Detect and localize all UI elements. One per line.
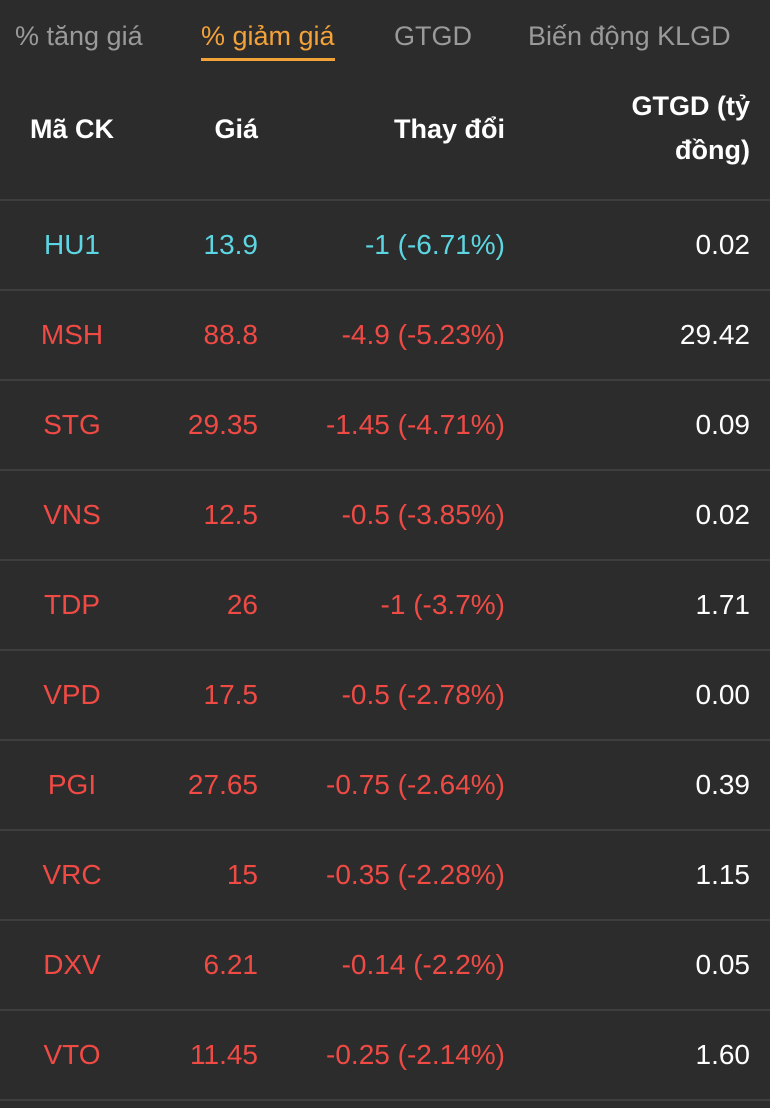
cell-change: -0.5 (-2.78%): [341, 679, 505, 710]
cell-price: 88.8: [203, 319, 259, 350]
cell-change: -4.9 (-5.23%): [341, 319, 505, 350]
divider: [0, 1009, 770, 1011]
divider: [0, 469, 770, 471]
tab[interactable]: GTGD: [394, 21, 472, 51]
cell-symbol[interactable]: STG: [43, 409, 101, 440]
cell-price: 29.35: [187, 409, 258, 440]
cell-price: 26: [226, 589, 258, 620]
cell-change: -1 (-6.71%): [364, 229, 505, 260]
cell-value: 29.42: [679, 319, 750, 350]
tab[interactable]: % giảm giá: [201, 18, 335, 61]
divider: [0, 829, 770, 831]
tab[interactable]: % tăng giá: [15, 21, 143, 51]
divider: [0, 739, 770, 741]
cell-change: -0.5 (-3.85%): [341, 499, 505, 530]
cell-symbol[interactable]: VNS: [43, 499, 101, 530]
cell-price: 6.21: [203, 949, 259, 980]
column-header: GTGD (tỷ đồng): [631, 91, 751, 165]
cell-value: 0.00: [695, 679, 751, 710]
cell-value: 0.05: [695, 949, 751, 980]
cell-change: -0.75 (-2.64%): [326, 769, 505, 800]
cell-price: 17.5: [203, 679, 259, 710]
cell-change: -0.14 (-2.2%): [341, 949, 505, 980]
cell-value: 0.02: [695, 499, 751, 530]
cell-change: -1.45 (-4.71%): [326, 409, 505, 440]
divider: [0, 649, 770, 651]
cell-value: 1.60: [695, 1039, 751, 1070]
cell-change: -0.25 (-2.14%): [326, 1039, 505, 1070]
cell-symbol[interactable]: DXV: [43, 949, 101, 980]
divider: [0, 199, 770, 201]
divider: [0, 379, 770, 381]
cell-change: -1 (-3.7%): [380, 589, 505, 620]
column-header: Mã CK: [29, 114, 114, 144]
divider: [0, 559, 770, 561]
cell-value: 1.15: [695, 859, 751, 890]
cell-value: 0.39: [695, 769, 751, 800]
cell-value: 0.09: [695, 409, 751, 440]
cell-symbol[interactable]: TDP: [44, 589, 100, 620]
divider: [0, 1099, 770, 1101]
cell-price: 27.65: [187, 769, 258, 800]
cell-price: 12.5: [203, 499, 259, 530]
cell-symbol[interactable]: HU1: [43, 229, 100, 260]
cell-price: 13.9: [203, 229, 259, 260]
cell-price: 15: [226, 859, 258, 890]
cell-value: 0.02: [695, 229, 751, 260]
column-header: Thay đổi: [393, 114, 505, 144]
divider: [0, 289, 770, 291]
cell-price: 11.45: [190, 1039, 258, 1070]
column-header: Giá: [214, 114, 258, 144]
cell-change: -0.35 (-2.28%): [326, 859, 505, 890]
divider: [0, 919, 770, 921]
cell-symbol[interactable]: VRC: [42, 859, 102, 890]
cell-symbol[interactable]: MSH: [40, 319, 104, 350]
cell-symbol[interactable]: VPD: [43, 679, 101, 710]
tab[interactable]: Biến động KLGD: [528, 21, 731, 51]
cell-symbol[interactable]: PGI: [47, 769, 97, 800]
cell-symbol[interactable]: VTO: [43, 1039, 101, 1070]
cell-value: 1.71: [695, 589, 751, 620]
